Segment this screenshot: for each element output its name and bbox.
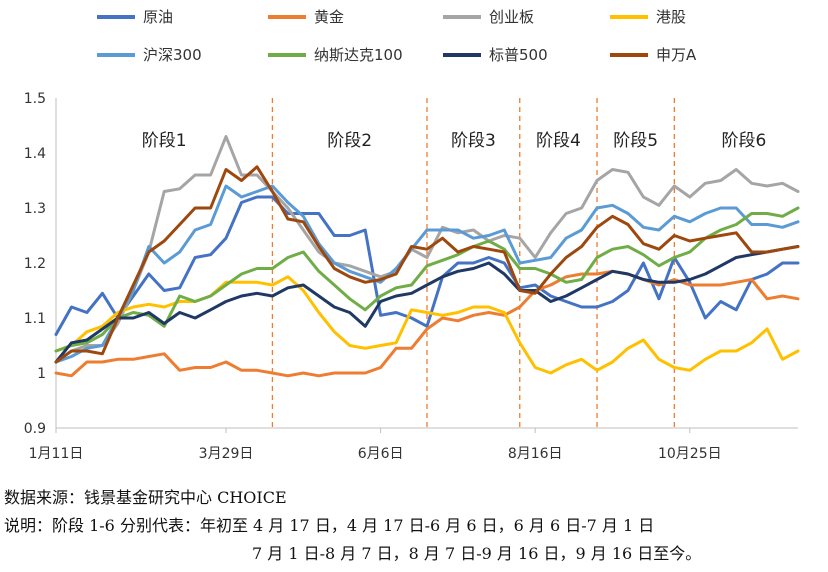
- y-tick-label: 1.5: [24, 91, 46, 107]
- y-tick-label: 0.9: [24, 421, 46, 437]
- x-tick-label: 8月16日: [508, 446, 563, 462]
- x-tick-label: 6月6日: [358, 446, 404, 462]
- stage-label: 阶段1: [142, 131, 187, 151]
- legend-label: 申万A: [656, 46, 697, 64]
- legend-label: 原油: [143, 8, 173, 26]
- legend-label: 黄金: [314, 8, 344, 26]
- axes: 0.9 1 1.1 1.2 1.3 1.4 1.5 1月11日 3月29日 6月6日 8月16日 10…: [24, 91, 798, 462]
- stage-labels: 阶段1 阶段2 阶段3 阶段4 阶段5 阶段6: [142, 131, 767, 151]
- series-lines: [54, 135, 800, 378]
- stage-label: 阶段2: [327, 131, 372, 151]
- legend-label: 纳斯达克100: [314, 46, 403, 64]
- stage-label: 阶段4: [536, 131, 581, 151]
- y-tick-label: 1.1: [24, 311, 46, 327]
- legend-label: 港股: [656, 8, 686, 26]
- series-line: [54, 275, 800, 375]
- y-tick-label: 1.4: [24, 146, 46, 162]
- legend-label: 标普500: [489, 46, 548, 64]
- y-tick-label: 1.2: [24, 256, 46, 272]
- legend-label: 创业板: [489, 8, 534, 26]
- y-tick-label: 1: [37, 366, 46, 382]
- series-line: [54, 269, 800, 378]
- series-line: [54, 135, 800, 364]
- x-tick-label: 3月29日: [199, 446, 254, 462]
- series-line: [54, 184, 800, 364]
- x-tick-label: 1月11日: [29, 446, 84, 462]
- y-tick-label: 1.3: [24, 201, 46, 217]
- series-line: [54, 206, 800, 353]
- legend-label: 沪深300: [143, 46, 202, 64]
- stage-label: 阶段6: [721, 131, 766, 151]
- stage-description-line-1: 说明：阶段 1-6 分别代表：年初至 4 月 17 日，4 月 17 日-6 月…: [4, 516, 655, 535]
- series-line: [54, 245, 800, 364]
- series-line: [54, 165, 800, 364]
- stage-label: 阶段3: [451, 131, 496, 151]
- stage-label: 阶段5: [613, 131, 658, 151]
- data-source-note: 数据来源：钱景基金研究中心 CHOICE: [4, 488, 287, 507]
- stage-description-line-2: 7 月 1 日-8 月 7 日，8 月 7 日-9 月 16 日，9 月 16 …: [252, 544, 702, 563]
- x-tick-label: 10月25日: [658, 446, 722, 462]
